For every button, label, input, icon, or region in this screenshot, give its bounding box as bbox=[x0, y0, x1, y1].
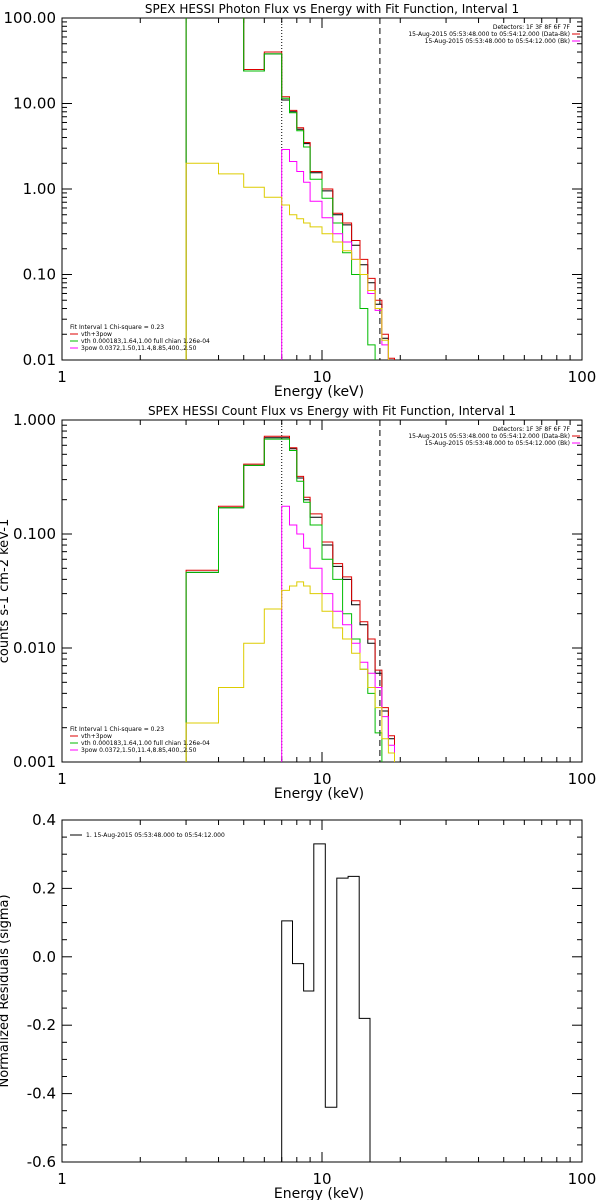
series-line-photon-2 bbox=[185, 18, 376, 360]
y-tick-label: 0.010 bbox=[13, 639, 56, 657]
y-tick-label: 0.2 bbox=[32, 879, 56, 897]
y-tick-label: 0.001 bbox=[13, 753, 56, 771]
y-tick-label: 0.4 bbox=[32, 811, 56, 829]
info-line: 15-Aug-2015 05:53:48.000 to 05:54:12.000… bbox=[425, 38, 570, 45]
y-tick-label: 10.00 bbox=[13, 95, 56, 113]
x-tick-label: 10 bbox=[312, 770, 331, 788]
info-line: 15-Aug-2015 05:53:48.000 to 05:54:12.000… bbox=[425, 440, 570, 447]
fit-info-label: Fit Interval 1 Chi-square = 0.23 bbox=[70, 726, 164, 733]
fit-info-label: Fit Interval 1 Chi-square = 0.23 bbox=[70, 324, 164, 331]
plot-frame bbox=[61, 819, 583, 1163]
x-tick-label: 1 bbox=[57, 1170, 67, 1188]
x-tick-label: 1 bbox=[57, 770, 67, 788]
series-line-photon-1 bbox=[185, 18, 395, 360]
legend-entry: 3pow 0.0372,1.50,11.4,8.85,400.,2.50 bbox=[81, 345, 197, 352]
legend-entry: vth+3pow bbox=[81, 331, 112, 338]
y-axis-label: Normalized Residuals (sigma) bbox=[0, 894, 12, 1087]
x-axis-label: Energy (keV) bbox=[274, 1186, 364, 1200]
y-tick-label: -0.2 bbox=[27, 1016, 56, 1034]
series-line-count-4 bbox=[185, 581, 395, 762]
y-tick-label: -0.4 bbox=[27, 1085, 56, 1103]
chart-title: SPEX HESSI Count Flux vs Energy with Fit… bbox=[148, 404, 516, 418]
series-line-photon-3 bbox=[281, 149, 389, 360]
series-line-count-1 bbox=[185, 435, 395, 762]
chart-resid: 1 10 100 -0.6 -0.4 -0.2 0.0 0.2 0.4 Energy (keV) N… bbox=[0, 811, 596, 1200]
series-line-photon-4 bbox=[185, 162, 389, 360]
chart-count: 1 10 100 0.001 0.010 0.100 1.000 SPEX HESSI Cou… bbox=[0, 404, 596, 802]
x-tick-label: 1 bbox=[57, 368, 67, 386]
info-line: 15-Aug-2015 05:53:48.000 to 05:54:12.000… bbox=[408, 31, 570, 38]
legend-entry: 1. 15-Aug-2015 05:53:48.000 to 05:54:12.… bbox=[86, 832, 225, 839]
legend-entry: vth 0.000183,1.64,1.00 full chian 1.26e-… bbox=[81, 338, 210, 345]
y-tick-label: 1.00 bbox=[23, 180, 56, 198]
series-line-count-3 bbox=[281, 505, 395, 762]
x-tick-label: 100 bbox=[568, 368, 597, 386]
y-axis-label: counts s-1 cm-2 keV-1 bbox=[0, 519, 12, 664]
y-tick-label: 0.0 bbox=[32, 948, 56, 966]
y-tick-label: 100.00 bbox=[4, 9, 57, 27]
info-line: Detectors: 1F 3F 8F 6F 7F bbox=[493, 24, 571, 31]
info-line: 15-Aug-2015 05:53:48.000 to 05:54:12.000… bbox=[408, 433, 570, 440]
y-tick-label: 0.100 bbox=[13, 525, 56, 543]
chart-title: SPEX HESSI Photon Flux vs Energy with Fi… bbox=[145, 2, 519, 16]
x-tick-label: 10 bbox=[312, 1170, 331, 1188]
x-axis-label: Energy (keV) bbox=[274, 384, 364, 400]
y-tick-label: 0.01 bbox=[23, 351, 56, 369]
legend-entry: 3pow 0.0372,1.50,11.4,8.85,400.,2.50 bbox=[81, 747, 197, 754]
info-line: Detectors: 1F 3F 8F 6F 7F bbox=[493, 426, 571, 433]
x-tick-label: 100 bbox=[568, 1170, 597, 1188]
chart-photon: 1 10 100 0.01 0.10 1.00 10.00 100.00 SPEX HESSI … bbox=[4, 2, 597, 400]
series-line-count-0 bbox=[185, 437, 395, 762]
series-line-resid-0 bbox=[281, 843, 371, 1162]
y-tick-label: 0.10 bbox=[23, 266, 56, 284]
legend-entry: vth 0.000183,1.64,1.00 full chian 1.26e-… bbox=[81, 740, 210, 747]
x-tick-label: 100 bbox=[568, 770, 597, 788]
x-axis-label: Energy (keV) bbox=[274, 786, 364, 802]
series-line-count-2 bbox=[185, 438, 383, 762]
legend-entry: vth+3pow bbox=[81, 733, 112, 740]
y-tick-label: -0.6 bbox=[27, 1153, 56, 1171]
x-tick-label: 10 bbox=[312, 368, 331, 386]
series-line-photon-0 bbox=[185, 18, 389, 360]
y-tick-label: 1.000 bbox=[13, 411, 56, 429]
